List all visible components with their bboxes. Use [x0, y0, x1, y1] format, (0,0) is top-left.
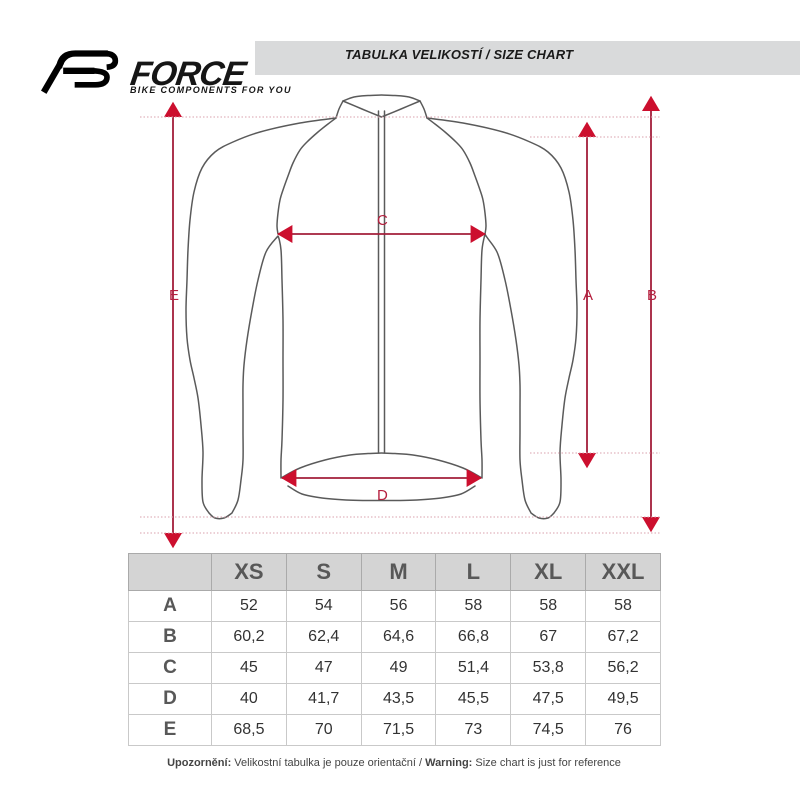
svg-text:A: A [583, 287, 593, 304]
svg-text:D: D [377, 487, 388, 504]
svg-text:E: E [169, 287, 179, 304]
svg-text:C: C [377, 212, 388, 229]
svg-text:B: B [647, 287, 657, 304]
